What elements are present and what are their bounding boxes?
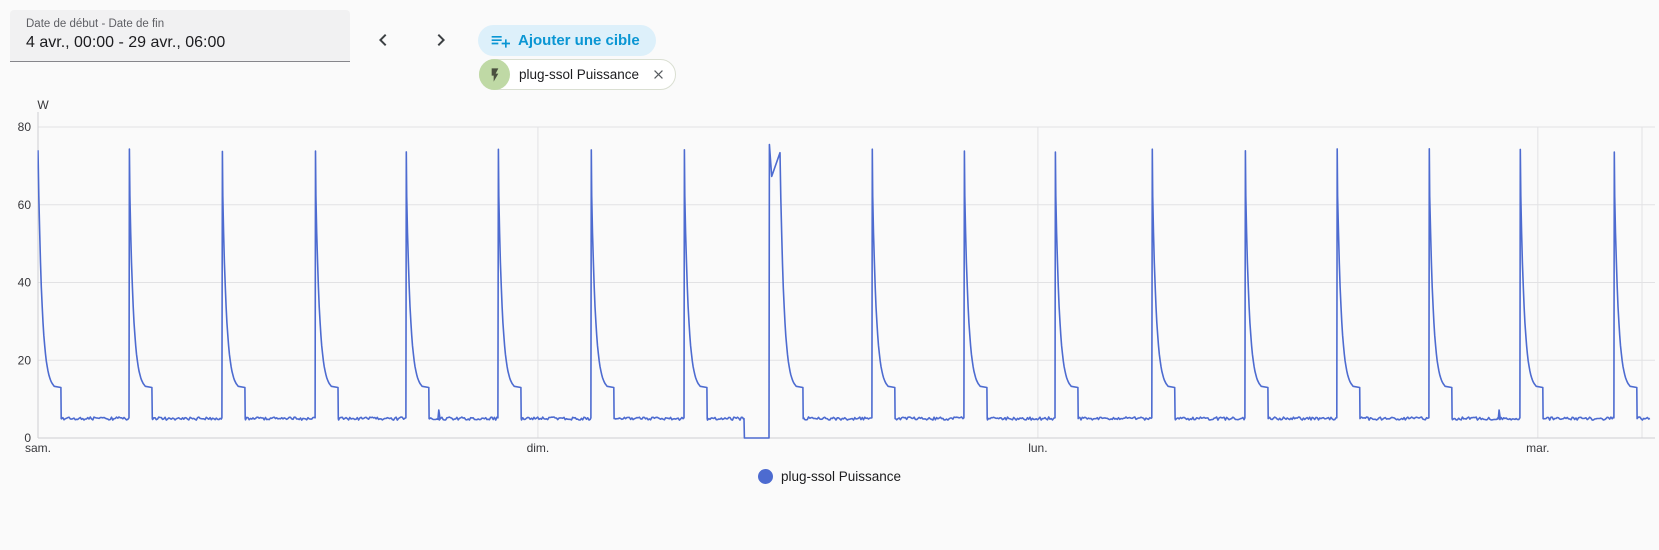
entity-chip-label: plug-ssol Puissance <box>519 67 640 82</box>
y-tick-label: 20 <box>18 353 32 367</box>
entity-avatar <box>479 59 510 90</box>
next-period-button[interactable] <box>421 24 461 56</box>
prev-period-button[interactable] <box>363 24 403 56</box>
chevron-right-icon <box>437 34 445 46</box>
legend-series-label: plug-ssol Puissance <box>780 469 902 484</box>
x-tick-label: dim. <box>527 441 550 455</box>
chevron-left-icon <box>379 34 387 46</box>
y-tick-label: 80 <box>18 120 32 134</box>
y-tick-label: 40 <box>18 276 32 290</box>
close-icon <box>653 70 663 79</box>
add-target-button[interactable]: Ajouter une cible <box>478 25 656 56</box>
remove-entity-button[interactable] <box>645 59 671 90</box>
playlist-plus-icon <box>491 35 510 48</box>
chart-legend: plug-ssol Puissance <box>0 469 1659 484</box>
y-tick-label: 60 <box>18 198 32 212</box>
y-tick-label: 0 <box>24 431 31 445</box>
legend-item[interactable]: plug-ssol Puissance <box>757 469 902 484</box>
power-series-line <box>37 143 1651 439</box>
chart-plot-area[interactable] <box>38 127 1655 438</box>
add-target-label: Ajouter une cible <box>518 32 640 49</box>
x-tick-label: sam. <box>25 441 51 455</box>
date-range-label: Date de début - Date de fin <box>26 18 165 30</box>
flash-icon <box>491 67 498 82</box>
date-range-field[interactable]: Date de début - Date de fin 4 avr., 00:0… <box>10 10 350 62</box>
entity-chip[interactable]: plug-ssol Puissance <box>479 59 677 90</box>
x-tick-label: mar. <box>1526 441 1549 455</box>
x-tick-label: lun. <box>1028 441 1047 455</box>
legend-series-dot <box>757 469 773 484</box>
x-axis-tick-labels: sam. dim. lun. mar. <box>25 441 1550 455</box>
date-range-value: 4 avr., 00:00 - 29 avr., 06:00 <box>26 34 226 51</box>
y-axis-unit-label: W <box>37 98 49 112</box>
y-axis-tick-labels: 0 20 40 60 80 <box>18 120 32 445</box>
